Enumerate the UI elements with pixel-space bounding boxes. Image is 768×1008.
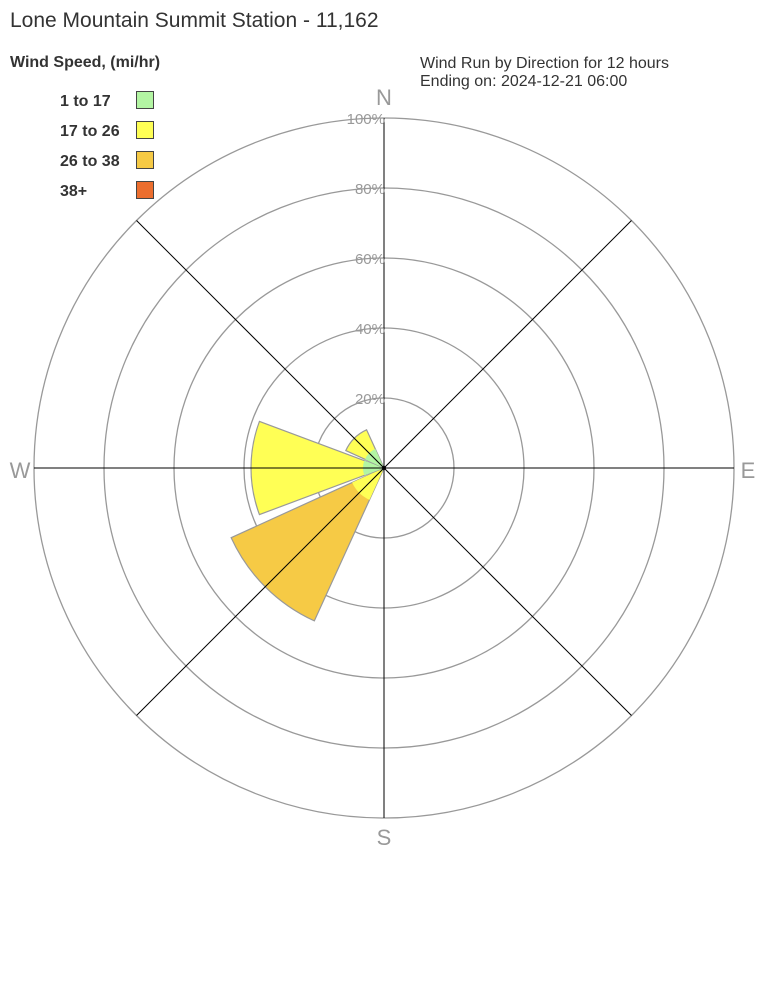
- legend-swatch: [136, 121, 154, 139]
- compass-label-s: S: [377, 825, 392, 850]
- radial-tick-label: 60%: [355, 251, 385, 268]
- legend-swatch: [136, 151, 154, 169]
- radial-tick-label: 80%: [355, 181, 385, 198]
- radial-tick-label: 100%: [347, 111, 385, 128]
- legend-title: Wind Speed, (mi/hr): [10, 54, 161, 71]
- chart-title: Lone Mountain Summit Station - 11,162: [10, 9, 379, 32]
- legend-label: 38+: [60, 183, 88, 200]
- compass-label-n: N: [376, 85, 392, 110]
- radial-tick-label: 20%: [355, 391, 385, 408]
- radial-tick-label: 40%: [355, 321, 385, 338]
- legend-label: 26 to 38: [60, 153, 120, 170]
- compass-label-e: E: [741, 458, 756, 483]
- legend-label: 1 to 17: [60, 93, 111, 110]
- legend-swatch: [136, 181, 154, 199]
- chart-subtitle: Wind Run by Direction for 12 hours Endin…: [420, 55, 669, 91]
- subtitle-line-1: Wind Run by Direction for 12 hours: [420, 55, 669, 72]
- legend-label: 17 to 26: [60, 123, 120, 140]
- subtitle-line-2: Ending on: 2024-12-21 06:00: [420, 73, 628, 90]
- compass-label-w: W: [10, 458, 31, 483]
- legend-swatch: [136, 91, 154, 109]
- center-point: [382, 466, 386, 470]
